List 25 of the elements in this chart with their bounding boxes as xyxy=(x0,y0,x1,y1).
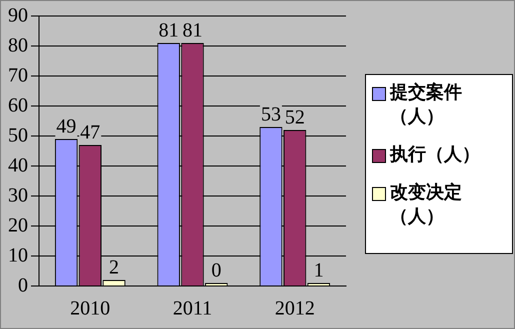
y-tick-label: 50 xyxy=(8,124,28,146)
legend-label: 提交案件（人） xyxy=(390,81,463,129)
x-tick-label: 2010 xyxy=(70,297,110,320)
y-tick-label: 20 xyxy=(8,214,28,236)
y-tick-label: 10 xyxy=(8,244,28,266)
y-tick-label: 30 xyxy=(8,184,28,206)
y-tick-label: 0 xyxy=(18,274,28,296)
data-label: 53 xyxy=(260,103,281,126)
data-label: 49 xyxy=(56,115,76,138)
legend-label: 改变决定（人） xyxy=(390,181,463,229)
y-tick-label: 60 xyxy=(8,94,28,116)
data-label: 47 xyxy=(80,121,100,144)
y-tick-label: 40 xyxy=(8,154,28,176)
y-tick-label: 70 xyxy=(8,64,28,86)
data-label: 81 xyxy=(182,19,202,42)
x-tick-label: 2011 xyxy=(172,297,212,320)
x-tick-label: 2012 xyxy=(274,297,315,320)
data-label: 1 xyxy=(314,259,324,282)
data-label: 2 xyxy=(109,256,120,278)
legend-label: 执行（人） xyxy=(390,143,480,167)
y-tick-label: 90 xyxy=(8,4,28,26)
data-label: 52 xyxy=(284,106,305,128)
data-label: 81 xyxy=(158,19,179,42)
y-tick-label: 80 xyxy=(8,34,28,56)
data-label: 0 xyxy=(211,259,222,282)
